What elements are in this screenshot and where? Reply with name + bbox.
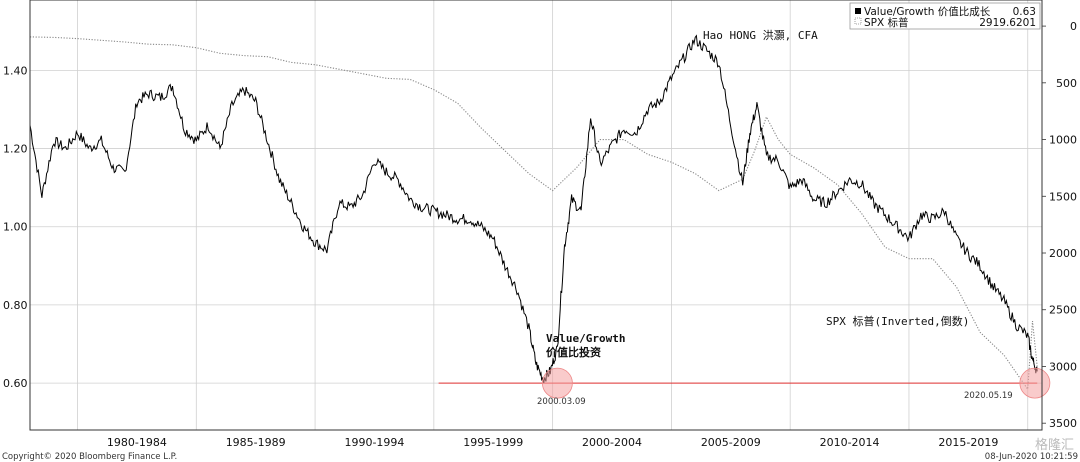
timestamp-footer: 08-Jun-2020 10:21:59 <box>985 452 1078 462</box>
legend-swatch-value-growth <box>855 8 861 14</box>
plot-border <box>29 0 1043 431</box>
date-label-2020: 2020.05.19 <box>964 391 1013 401</box>
right-tick-label: 3000 <box>1049 360 1077 373</box>
legend-label-value-growth: Value/Growth 价值比成长 <box>864 5 991 18</box>
x-period-label: 2010-2014 <box>820 436 880 449</box>
right-tick-label: 3500 <box>1049 417 1077 430</box>
date-label-2000: 2000.03.09 <box>537 397 586 407</box>
right-tick-label: 1000 <box>1049 134 1077 147</box>
plot-area <box>30 0 1042 430</box>
left-tick-label: 0.80 <box>3 299 28 312</box>
left-tick-label: 1.40 <box>3 64 28 77</box>
spx-series-line <box>29 36 1038 391</box>
legend-value-spx: 2919.6201 <box>979 17 1036 29</box>
x-period-label: 2015-2019 <box>938 436 998 449</box>
right-tick-label: 0 <box>1070 20 1077 33</box>
x-axis-period-labels: 1980-1984 1985-1989 1990-1994 1995-1999 2000… <box>107 436 998 449</box>
right-axis-ticks: 0 500 1000 1500 2000 2500 3000 3500 <box>1042 20 1077 430</box>
x-period-label: 2005-2009 <box>701 436 761 449</box>
value-growth-label-line1: Value/Growth <box>546 332 625 345</box>
spx-inverted-label: SPX 标普(Inverted,倒数) <box>826 314 969 328</box>
right-tick-label: 1500 <box>1049 190 1077 203</box>
left-axis-ticks: 1.40 1.20 1.00 0.80 0.60 <box>3 64 28 390</box>
copyright-footer: Copyright© 2020 Bloomberg Finance L.P. <box>2 452 177 462</box>
watermark: 格隆汇 <box>1035 437 1074 453</box>
x-period-label: 2000-2004 <box>582 436 642 449</box>
value-growth-label-line2: 价值比投资 <box>546 345 601 359</box>
x-period-label: 1980-1984 <box>107 436 167 449</box>
right-tick-label: 2500 <box>1049 304 1077 317</box>
right-tick-label: 500 <box>1056 77 1077 90</box>
author-annotation: Hao HONG 洪灝, CFA <box>703 28 818 42</box>
right-tick-label: 2000 <box>1049 247 1077 260</box>
legend-swatch-spx <box>854 17 862 25</box>
left-tick-label: 1.00 <box>3 221 28 234</box>
legend-value-value-growth: 0.63 <box>1013 6 1036 18</box>
x-period-label: 1995-1999 <box>463 436 523 449</box>
left-tick-label: 0.60 <box>3 377 28 390</box>
highlight-circle-2020 <box>1019 367 1051 399</box>
x-period-label: 1990-1994 <box>344 436 404 449</box>
legend: Value/Growth 价值比成长 0.63 SPX 标普 2919.6201 <box>849 2 1041 30</box>
left-tick-label: 1.20 <box>3 143 28 156</box>
highlight-circle-2000 <box>541 367 573 399</box>
legend-box <box>849 2 1041 30</box>
x-period-label: 1985-1989 <box>226 436 286 449</box>
legend-label-spx: SPX 标普 <box>864 16 909 29</box>
spx-series-group <box>29 36 1038 391</box>
